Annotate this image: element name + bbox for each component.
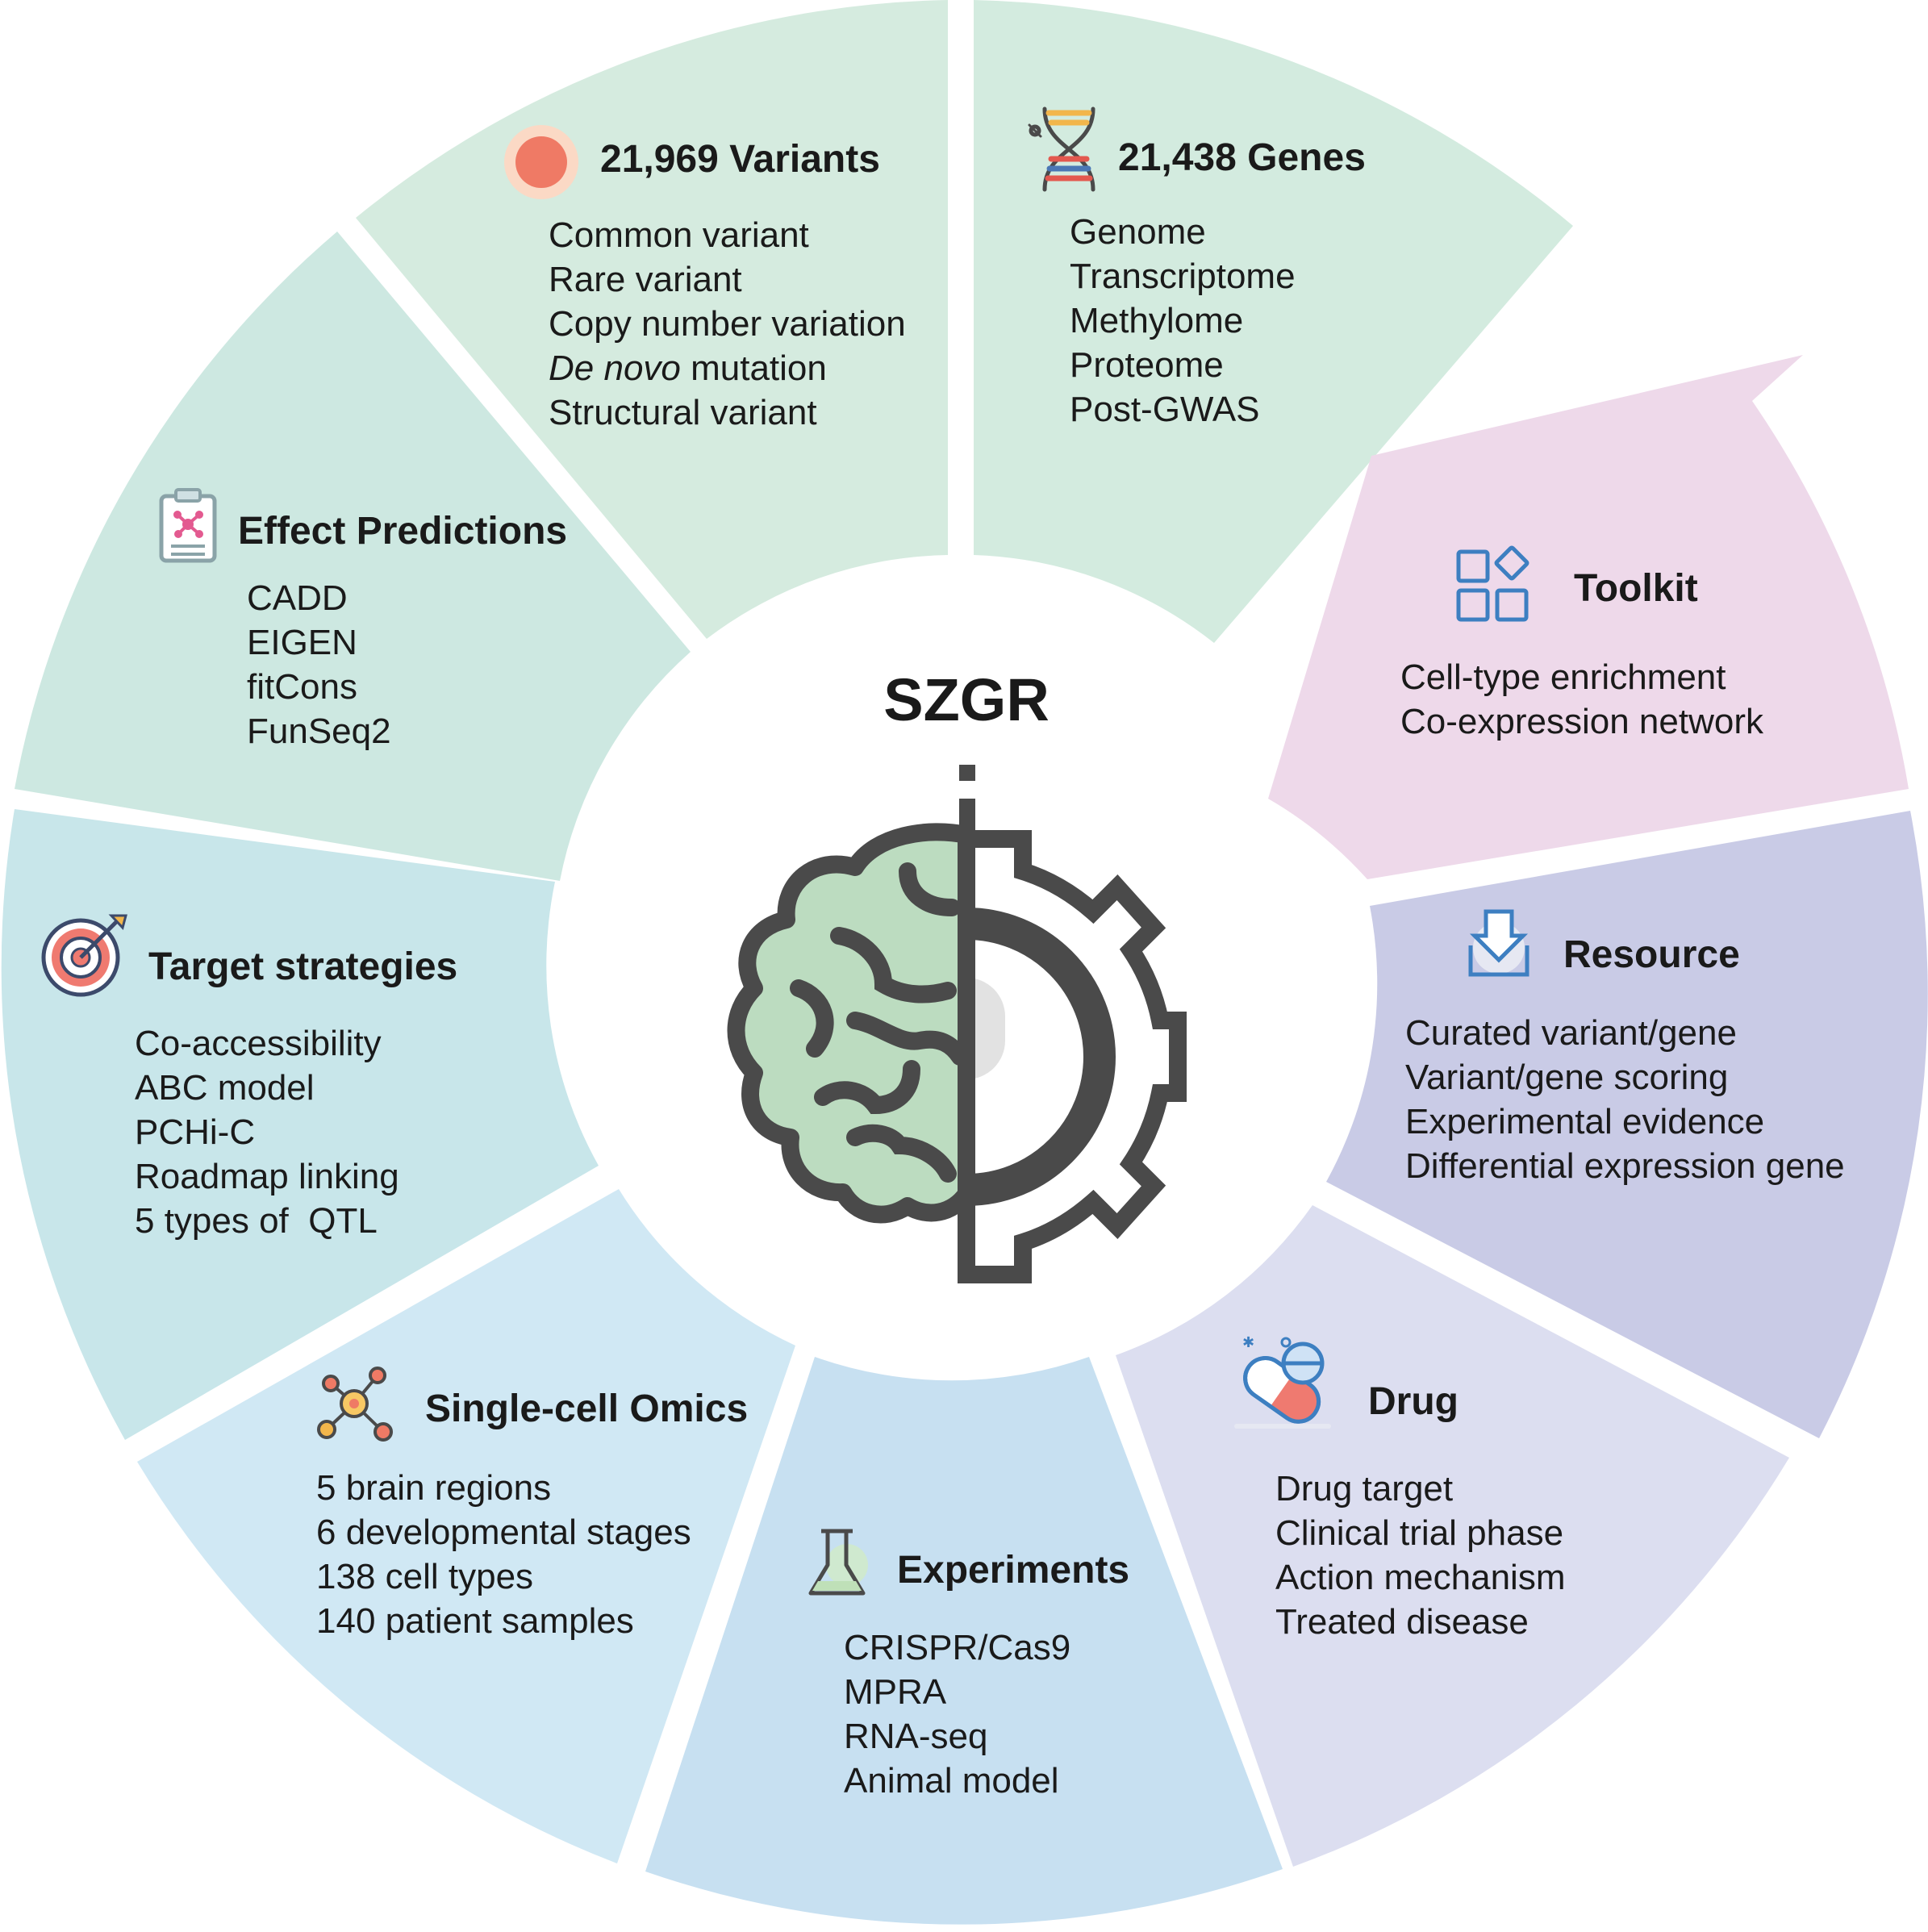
effect-title: Effect Predictions [238,510,567,553]
segment-effect [15,232,691,881]
toolkit-item: Cell-type enrichment [1400,657,1726,697]
segment-genes [974,0,1573,643]
network-node-icon [317,1367,393,1442]
flask-icon [808,1529,868,1596]
toolkit-item: Co-expression network [1400,702,1764,741]
target-item: ABC model [135,1068,315,1108]
segment-texts: 21,969 Variants Common variant Rare vari… [135,136,1845,1801]
target-item: Co-accessibility [135,1024,382,1063]
drug-item: Drug target [1275,1469,1453,1508]
drug-title: Drug [1368,1380,1459,1423]
pill-icon: ✱ [1234,1334,1331,1429]
dna-icon [1028,106,1095,192]
target-arrow-icon [41,914,127,997]
segment-resource-text: Resource Curated variant/gene Variant/ge… [1405,933,1845,1186]
genes-item: Genome [1070,212,1206,252]
clipboard-molecule-icon [159,488,217,563]
variant-dot-icon [504,125,578,199]
drug-item: Action mechanism [1275,1558,1565,1597]
variants-item-de-novo: De novo mutation [549,348,827,388]
experiments-item: CRISPR/Cas9 [844,1628,1070,1667]
segment-drug-text: Drug Drug target Clinical trial phase Ac… [1275,1380,1565,1642]
experiments-item: Animal model [844,1761,1059,1801]
variants-item: Rare variant [549,260,742,299]
variants-title: 21,969 Variants [600,138,880,181]
drug-item: Clinical trial phase [1275,1513,1563,1553]
resource-item: Differential expression gene [1405,1146,1845,1186]
drug-item: Treated disease [1275,1602,1529,1642]
genes-title: 21,438 Genes [1118,136,1366,179]
toolkit-grid-icon [1456,545,1529,622]
genes-item: Transcriptome [1070,257,1296,296]
genes-item: Methylome [1070,301,1243,340]
target-title: Target strategies [148,945,457,988]
variants-item: Structural variant [549,393,817,432]
segment-single-cell-text: Single-cell Omics 5 brain regions 6 deve… [316,1387,748,1641]
variants-item: Copy number variation [549,304,906,344]
segment-genes-text: 21,438 Genes Genome Transcriptome Methyl… [1070,136,1366,429]
segment-toolkit-text: Toolkit Cell-type enrichment Co-expressi… [1400,567,1764,741]
single-cell-title: Single-cell Omics [425,1387,748,1430]
single-cell-item: 140 patient samples [316,1601,634,1641]
target-item: 5 types of QTL [135,1201,378,1241]
experiments-item: MPRA [844,1672,947,1712]
resource-item: Curated variant/gene [1405,1013,1737,1053]
segment-resource [1326,811,1928,1438]
single-cell-item: 138 cell types [316,1557,533,1596]
segment-target-text: Target strategies Co-accessibility ABC m… [135,945,457,1241]
target-item: PCHi-C [135,1112,255,1152]
svg-text:✱: ✱ [1242,1334,1254,1351]
effect-item: CADD [247,578,348,618]
segment-effect-text: Effect Predictions CADD EIGEN fitCons Fu… [238,510,567,751]
effect-item: EIGEN [247,623,357,662]
segment-variants-text: 21,969 Variants Common variant Rare vari… [549,138,906,432]
segment-toolkit [1268,355,1909,879]
segment-single-cell [137,1189,795,1863]
experiments-item: RNA-seq [844,1717,988,1756]
center-title: SZGR [883,666,1050,733]
variants-item: Common variant [549,215,809,255]
genes-item: Post-GWAS [1070,390,1260,429]
segment-target [1,809,599,1440]
resource-title: Resource [1563,933,1740,976]
effect-item: FunSeq2 [247,711,391,751]
segment-icons: ✱ [41,106,1529,1596]
resource-item: Variant/gene scoring [1405,1058,1728,1097]
segment-variants [356,0,948,639]
experiments-title: Experiments [897,1549,1129,1592]
target-item: Roadmap linking [135,1157,399,1196]
single-cell-item: 5 brain regions [316,1468,551,1508]
segment-experiments [645,1357,1283,1925]
resource-item: Experimental evidence [1405,1102,1764,1141]
genes-item: Proteome [1070,345,1224,385]
center-hub: SZGR [727,666,1187,1283]
brain-gear-icon [727,765,1187,1283]
toolkit-title: Toolkit [1574,567,1698,610]
effect-item: fitCons [247,667,357,707]
single-cell-item: 6 developmental stages [316,1513,691,1552]
segment-experiments-text: Experiments CRISPR/Cas9 MPRA RNA-seq Ani… [844,1549,1129,1801]
download-tray-icon [1468,909,1529,977]
